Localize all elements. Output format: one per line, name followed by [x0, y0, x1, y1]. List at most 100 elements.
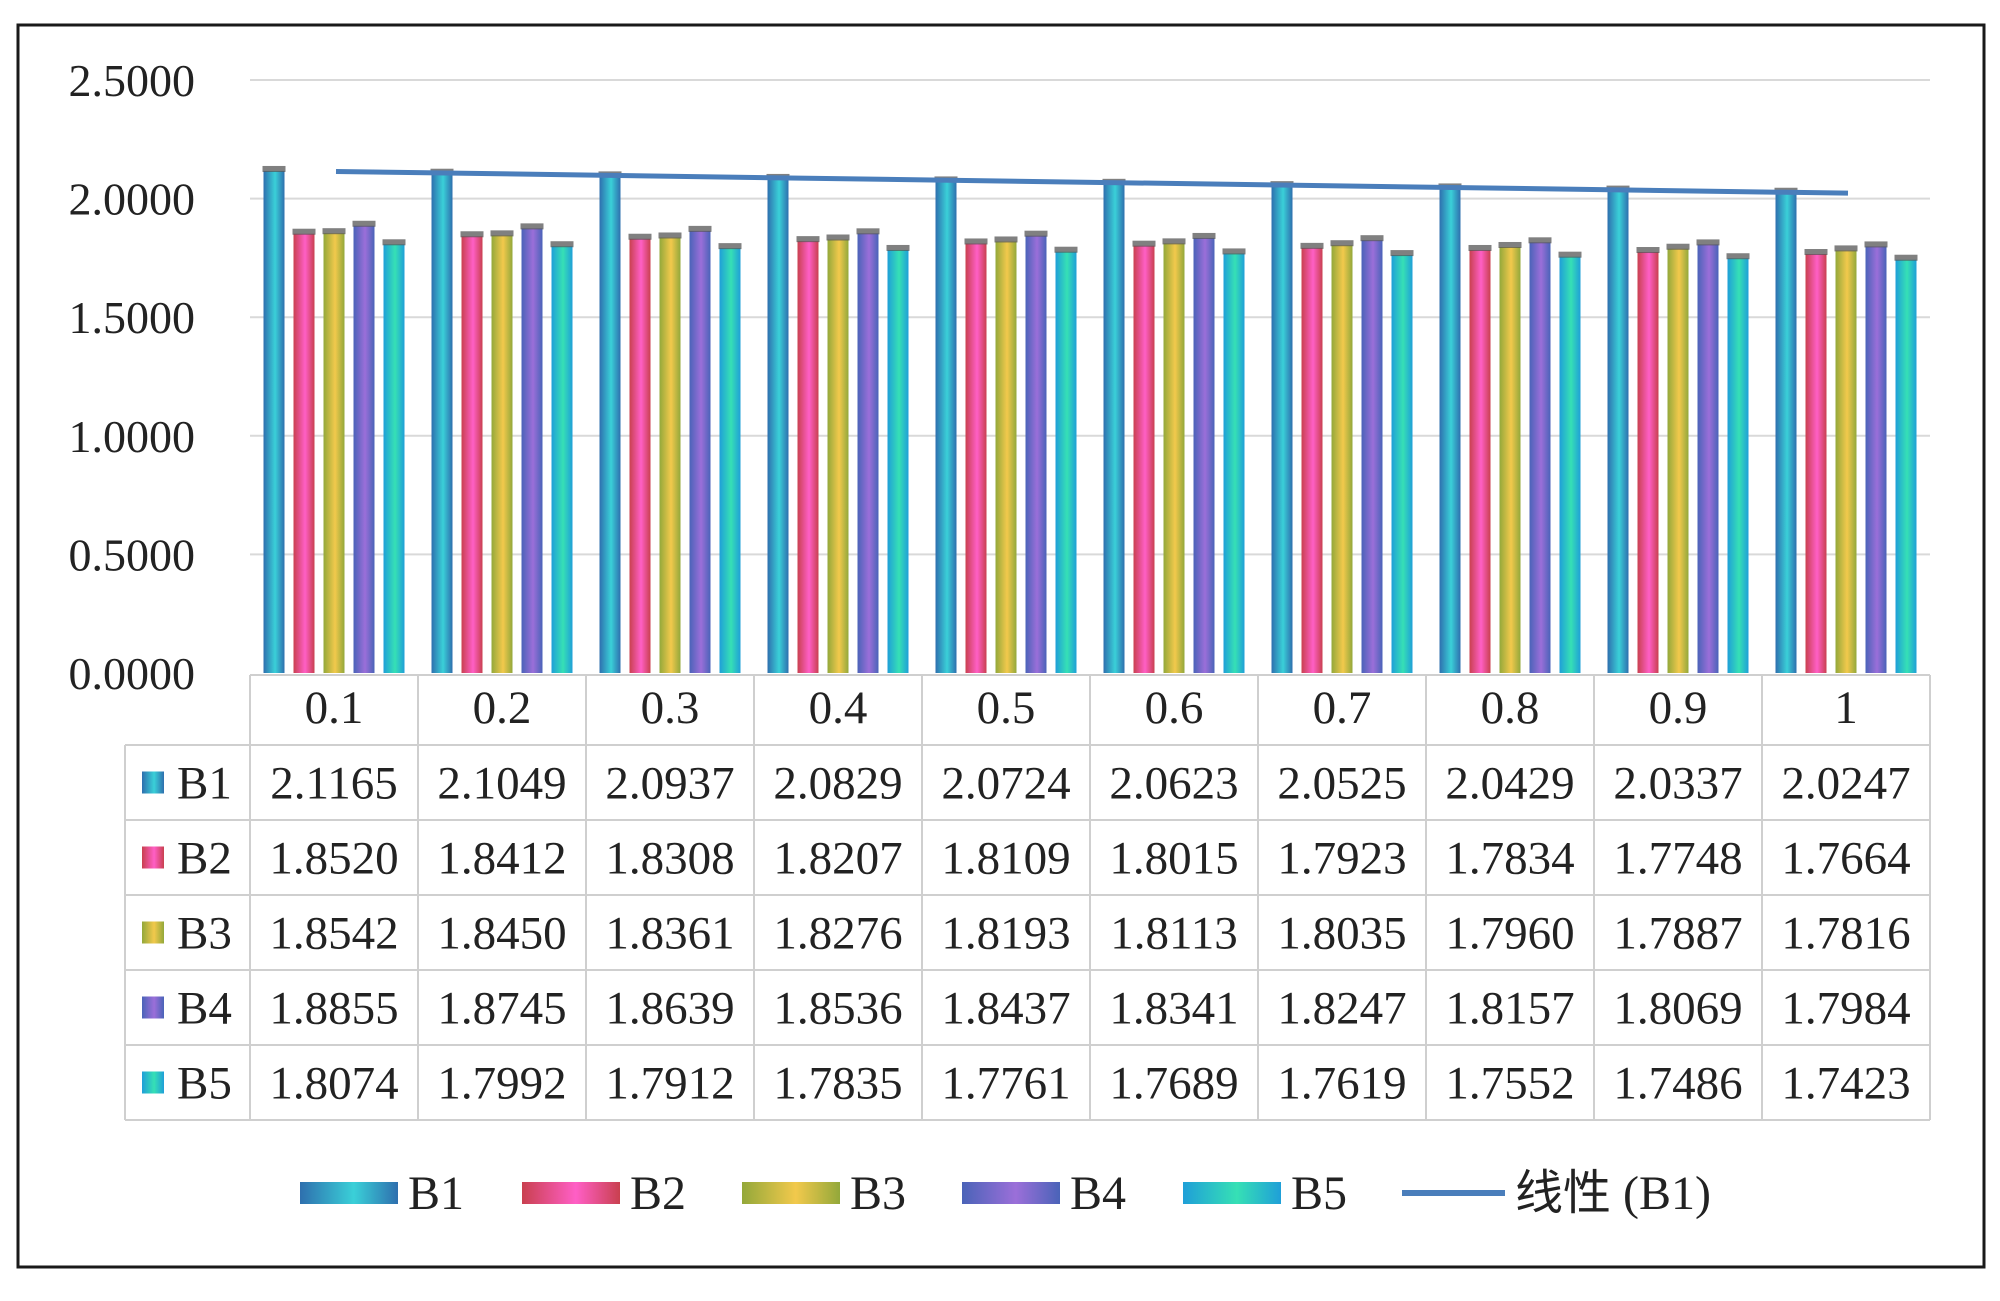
table-cell: 2.1165: [270, 758, 398, 810]
legend-label-b3: B3: [850, 1167, 906, 1220]
bar-b4-0.9: [1697, 244, 1719, 673]
table-cell: 1.8412: [437, 833, 566, 885]
x-category-label: 0.5: [977, 682, 1036, 734]
table-cell: 1.7486: [1613, 1058, 1742, 1110]
y-tick-label: 2.0000: [69, 174, 196, 225]
bar-b4-0.5: [1025, 235, 1047, 673]
bar-cap: [322, 228, 346, 235]
y-tick-label: 0.0000: [69, 648, 196, 699]
legend-label-b1: B1: [408, 1167, 464, 1220]
bar-cap: [1054, 246, 1078, 253]
bar-b3-1: [1835, 250, 1857, 673]
table-cell: 1.8069: [1613, 983, 1742, 1035]
bar-b5-0.4: [887, 249, 909, 673]
bar-b2-0.4: [797, 241, 819, 674]
table-cell: 1.7992: [437, 1058, 566, 1110]
table-cell: 1.8109: [941, 833, 1070, 885]
bar-cap: [1666, 243, 1690, 250]
bar-b5-0.5: [1055, 251, 1077, 673]
bar-cap: [1726, 253, 1750, 260]
bar-b5-0.2: [551, 246, 573, 673]
bar-b2-0.2: [461, 236, 483, 673]
x-category-label: 0.7: [1313, 682, 1372, 734]
table-cell: 1.8341: [1109, 983, 1238, 1035]
bar-cap: [1360, 235, 1384, 242]
table-cell: 1.8207: [773, 833, 902, 885]
bar-cap: [1636, 247, 1660, 254]
table-swatch-b4: [142, 996, 164, 1019]
bar-b1-1: [1775, 192, 1797, 674]
bar-cap: [1864, 241, 1888, 248]
table-cell: 1.8015: [1109, 833, 1238, 885]
table-cell: 2.0247: [1781, 758, 1910, 810]
table-cell: 1.8113: [1110, 908, 1238, 960]
bar-b4-0.3: [689, 230, 711, 673]
bar-b1-0.1: [263, 170, 285, 674]
table-cell: 1.8855: [269, 983, 398, 1035]
bar-b3-0.3: [659, 237, 681, 673]
table-swatch-b2: [142, 846, 164, 869]
bar-b5-0.1: [383, 244, 405, 673]
table-swatch-b1: [142, 771, 164, 794]
bar-b1-0.8: [1439, 188, 1461, 673]
trendline-b1: [335, 168, 1849, 196]
table-cell: 2.0829: [773, 758, 902, 810]
x-category-label: 0.3: [641, 682, 700, 734]
table-cell: 1.7835: [773, 1058, 902, 1110]
bar-b1-0.3: [599, 176, 621, 673]
y-tick-label: 1.5000: [69, 292, 196, 343]
bar-cap: [1696, 239, 1720, 246]
bar-cap: [658, 232, 682, 239]
bar-cap: [718, 243, 742, 250]
table-cell: 2.0525: [1277, 758, 1406, 810]
legend-label-trendline: 线性 (B1): [1515, 1167, 1711, 1220]
table-cell: 1.8247: [1277, 983, 1406, 1035]
bar-b2-1: [1805, 254, 1827, 673]
bar-b5-0.8: [1559, 256, 1581, 673]
table-cell: 1.7748: [1613, 833, 1742, 885]
table-cell: 1.7423: [1781, 1058, 1910, 1110]
table-cell: 1.7761: [941, 1058, 1070, 1110]
table-cell: 2.0724: [941, 758, 1070, 810]
bar-b5-1: [1895, 259, 1917, 673]
table-cell: 1.8035: [1277, 908, 1406, 960]
bar-cap: [352, 220, 376, 227]
bar-b1-0.7: [1271, 186, 1293, 673]
x-category-label: 0.9: [1649, 682, 1708, 734]
bar-cap: [1192, 232, 1216, 239]
table-cell: 1.7689: [1109, 1058, 1238, 1110]
bar-cap: [1834, 245, 1858, 252]
bar-cap: [292, 228, 316, 235]
table-cell: 1.8157: [1445, 983, 1574, 1035]
bar-cap: [886, 244, 910, 251]
bar-b1-0.2: [431, 173, 453, 673]
bar-b4-0.8: [1529, 242, 1551, 673]
table-cell: 1.8536: [773, 983, 902, 1035]
bar-cap: [964, 238, 988, 245]
bars: [262, 165, 1918, 674]
bar-cap: [1222, 248, 1246, 255]
bar-cap: [1162, 238, 1186, 245]
table-cell: 1.7923: [1277, 833, 1406, 885]
table-cell: 1.8542: [269, 908, 398, 960]
table-series-name: B5: [177, 1058, 232, 1110]
bar-b2-0.3: [629, 238, 651, 673]
bar-cap: [688, 225, 712, 232]
bar-b4-0.7: [1361, 240, 1383, 674]
bar-b4-0.2: [521, 228, 543, 674]
legend-label-b2: B2: [630, 1167, 686, 1220]
trendline-layer: [335, 168, 1849, 196]
legend-label-b4: B4: [1070, 1167, 1126, 1220]
table-cell: 1.7984: [1781, 983, 1910, 1035]
bar-cap: [262, 165, 286, 172]
bar-cap: [1498, 241, 1522, 248]
bar-b3-0.6: [1163, 243, 1185, 674]
table-cell: 1.7834: [1445, 833, 1574, 885]
bar-cap: [1330, 240, 1354, 247]
bar-cap: [1468, 244, 1492, 251]
table-cell: 1.8745: [437, 983, 566, 1035]
bar-b3-0.4: [827, 239, 849, 673]
bar-cap: [520, 223, 544, 230]
